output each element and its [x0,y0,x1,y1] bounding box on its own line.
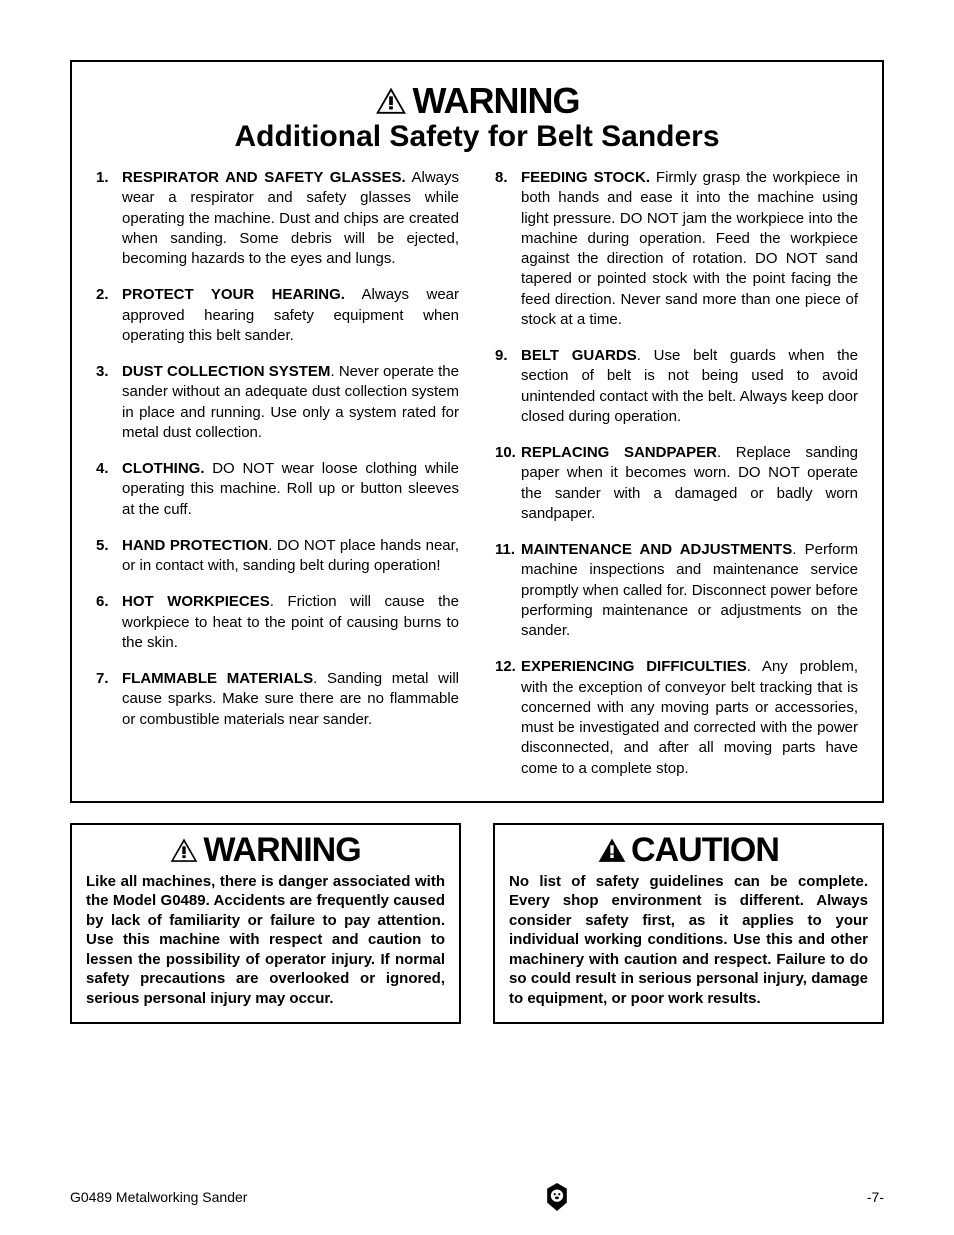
columns: 1.RESPIRATOR AND SAFETY GLASSES. Always … [96,168,858,779]
list-item: 9.BELT GUARDS. Use belt guards when the … [495,346,858,427]
caution-box-text: No list of safety guidelines can be comp… [509,872,868,1009]
item-title: HOT WORKPIECES [122,593,270,610]
item-title: DUST COLLECTION SYSTEM [122,363,330,380]
footer-left: G0489 Metalworking Sander [70,1189,247,1205]
item-num: 11. [495,540,521,641]
item-num: 12. [495,657,521,779]
item-num: 4. [96,459,122,520]
subtitle: Additional Safety for Belt Sanders [96,120,858,154]
item-body: FLAMMABLE MATERIALS. Sanding metal will … [122,669,459,730]
item-body: REPLACING SANDPAPER. Replace sanding pap… [521,443,858,524]
footer: G0489 Metalworking Sander -7- [70,1181,884,1213]
left-column: 1.RESPIRATOR AND SAFETY GLASSES. Always … [96,168,459,779]
item-title: CLOTHING. [122,460,205,477]
warning-box-label: WARNING [203,831,360,870]
item-num: 10. [495,443,521,524]
item-body: FEEDING STOCK. Firmly grasp the workpiec… [521,168,858,330]
item-body: MAINTENANCE AND ADJUSTMENTS. Perform mac… [521,540,858,641]
caution-box-header: CAUTION [509,831,868,870]
item-title: RESPIRATOR AND SAFETY GLASSES. [122,169,406,186]
list-item: 11.MAINTENANCE AND ADJUSTMENTS. Perform … [495,540,858,641]
warning-triangle-icon [170,838,198,863]
warning-box-header: WARNING [86,831,445,870]
item-body: RESPIRATOR AND SAFETY GLASSES. Always we… [122,168,459,269]
list-item: 1.RESPIRATOR AND SAFETY GLASSES. Always … [96,168,459,269]
item-title: BELT GUARDS [521,347,637,364]
item-title: REPLACING SANDPAPER [521,444,717,461]
warning-box-text: Like all machines, there is danger assoc… [86,872,445,1009]
item-title: EXPERIENCING DIFFICULTIES [521,658,747,675]
item-title: MAINTENANCE AND ADJUSTMENTS [521,541,792,558]
main-header: WARNING Additional Safety for Belt Sande… [96,80,858,154]
item-num: 2. [96,285,122,346]
warning-box-heading: WARNING [170,831,360,870]
list-item: 5.HAND PROTECTION. DO NOT place hands ne… [96,536,459,577]
warning-triangle-icon [375,87,407,115]
warning-heading: WARNING [375,80,580,122]
item-num: 9. [495,346,521,427]
right-column: 8.FEEDING STOCK. Firmly grasp the workpi… [495,168,858,779]
caution-box-heading: CAUTION [598,831,779,870]
item-num: 7. [96,669,122,730]
item-body: PROTECT YOUR HEARING. Always wear approv… [122,285,459,346]
warning-triangle-icon [598,838,626,863]
warning-box: WARNING Like all machines, there is dang… [70,823,461,1025]
item-body: HOT WORKPIECES. Friction will cause the … [122,592,459,653]
bear-logo-icon [543,1181,571,1213]
footer-right: -7- [867,1189,884,1205]
main-warning-box: WARNING Additional Safety for Belt Sande… [70,60,884,803]
caution-box-label: CAUTION [631,831,779,870]
item-text: . Any problem, with the exception of con… [521,658,858,776]
item-body: DUST COLLECTION SYSTEM. Never operate th… [122,362,459,443]
item-title: FEEDING STOCK. [521,169,650,186]
item-title: PROTECT YOUR HEARING. [122,286,345,303]
list-item: 6.HOT WORKPIECES. Friction will cause th… [96,592,459,653]
list-item: 10.REPLACING SANDPAPER. Replace sanding … [495,443,858,524]
item-body: EXPERIENCING DIFFICULTIES. Any problem, … [521,657,858,779]
list-item: 2.PROTECT YOUR HEARING. Always wear appr… [96,285,459,346]
item-num: 3. [96,362,122,443]
list-item: 7.FLAMMABLE MATERIALS. Sanding metal wil… [96,669,459,730]
list-item: 4.CLOTHING. DO NOT wear loose clothing w… [96,459,459,520]
list-item: 3.DUST COLLECTION SYSTEM. Never operate … [96,362,459,443]
item-num: 1. [96,168,122,269]
alert-boxes-row: WARNING Like all machines, there is dang… [70,823,884,1025]
item-body: CLOTHING. DO NOT wear loose clothing whi… [122,459,459,520]
list-item: 12.EXPERIENCING DIFFICULTIES. Any proble… [495,657,858,779]
item-body: HAND PROTECTION. DO NOT place hands near… [122,536,459,577]
item-title: FLAMMABLE MATERIALS [122,670,313,687]
item-body: BELT GUARDS. Use belt guards when the se… [521,346,858,427]
item-title: HAND PROTECTION [122,537,268,554]
warning-label: WARNING [413,80,580,122]
item-text: Firmly grasp the workpiece in both hands… [521,169,858,328]
caution-box: CAUTION No list of safety guidelines can… [493,823,884,1025]
list-item: 8.FEEDING STOCK. Firmly grasp the workpi… [495,168,858,330]
item-num: 6. [96,592,122,653]
item-num: 5. [96,536,122,577]
item-num: 8. [495,168,521,330]
